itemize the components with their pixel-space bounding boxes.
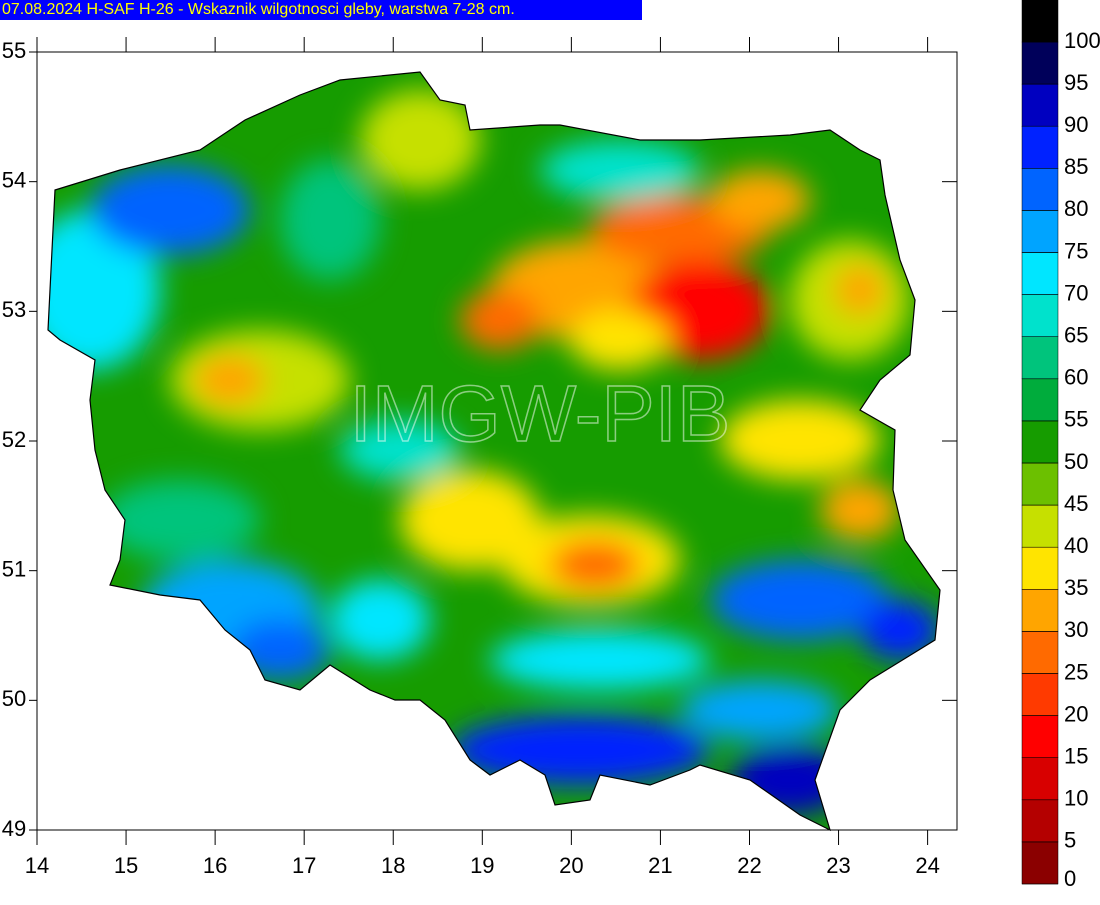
y-tick-label: 49 xyxy=(2,816,26,841)
colorbar-bin xyxy=(1021,757,1059,801)
colorbar-tick-label: 80 xyxy=(1064,196,1088,221)
colorbar-tick-label: 30 xyxy=(1064,617,1088,642)
title-banner xyxy=(0,0,642,20)
colorbar-tick-label: 40 xyxy=(1064,533,1088,558)
colorbar-tick-label: 60 xyxy=(1064,365,1088,390)
colorbar-bin xyxy=(1021,799,1059,843)
colorbar-tick-label: 0 xyxy=(1064,866,1076,891)
x-tick-label: 23 xyxy=(826,853,850,878)
y-tick-label: 52 xyxy=(2,427,26,452)
colorbar-tick-label: 100 xyxy=(1064,28,1100,53)
colorbar-tick-label: 5 xyxy=(1064,828,1076,853)
colorbar-tick-label: 10 xyxy=(1064,786,1088,811)
colorbar-tick-label: 35 xyxy=(1064,575,1088,600)
colorbar-bin xyxy=(1021,41,1059,85)
x-tick-label: 15 xyxy=(114,853,138,878)
colorbar-tick-label: 20 xyxy=(1064,701,1088,726)
colorbar-bin xyxy=(1021,168,1059,211)
colorbar-bin xyxy=(1021,462,1059,506)
colorbar-tick-label: 70 xyxy=(1064,280,1088,305)
colorbar-tick-label: 15 xyxy=(1064,744,1088,769)
colorbar-tick-label: 25 xyxy=(1064,659,1088,684)
colorbar-bin xyxy=(1021,673,1059,716)
title: 07.08.2024 H-SAF H-26 - Wskaznik wilgotn… xyxy=(2,1,515,18)
colorbar-tick-label: 45 xyxy=(1064,491,1088,516)
x-tick-label: 20 xyxy=(559,853,583,878)
colorbar-bin xyxy=(1021,715,1059,758)
y-tick-label: 55 xyxy=(2,38,26,63)
x-tick-label: 17 xyxy=(292,853,316,878)
colorbar-bin xyxy=(1021,504,1059,548)
colorbar-bin xyxy=(1021,841,1059,885)
colorbar-tick-label: 55 xyxy=(1064,407,1088,432)
colorbar-bin xyxy=(1021,125,1059,169)
colorbar-bin xyxy=(1021,294,1059,337)
y-tick-label: 51 xyxy=(2,556,26,581)
colorbar-bin xyxy=(1021,83,1059,127)
colorbar-bin xyxy=(1021,0,1059,43)
y-tick-label: 50 xyxy=(2,686,26,711)
colorbar-tick-label: 50 xyxy=(1064,449,1088,474)
x-tick-label: 19 xyxy=(470,853,494,878)
y-tick-label: 54 xyxy=(2,167,26,192)
x-tick-label: 24 xyxy=(915,853,939,878)
colorbar-bin xyxy=(1021,589,1059,632)
colorbar-bin xyxy=(1021,210,1059,253)
colorbar-bin xyxy=(1021,252,1059,295)
y-tick-label: 53 xyxy=(2,297,26,322)
colorbar-bin xyxy=(1021,546,1059,590)
colorbar-tick-label: 75 xyxy=(1064,238,1088,263)
x-tick-label: 14 xyxy=(25,853,49,878)
colorbar-tick-label: 85 xyxy=(1064,154,1088,179)
colorbar-tick-label: 65 xyxy=(1064,323,1088,348)
colorbar-bin xyxy=(1021,631,1059,674)
colorbar-bin xyxy=(1021,420,1059,464)
x-tick-label: 18 xyxy=(381,853,405,878)
colorbar-tick-label: 95 xyxy=(1064,70,1088,95)
colorbar-bin xyxy=(1021,378,1059,422)
x-tick-label: 22 xyxy=(737,853,761,878)
watermark: IMGW-PIB xyxy=(350,369,731,458)
x-tick-label: 21 xyxy=(648,853,672,878)
colorbar-tick-label: 90 xyxy=(1064,112,1088,137)
colorbar-bin xyxy=(1021,336,1059,380)
x-tick-label: 16 xyxy=(203,853,227,878)
